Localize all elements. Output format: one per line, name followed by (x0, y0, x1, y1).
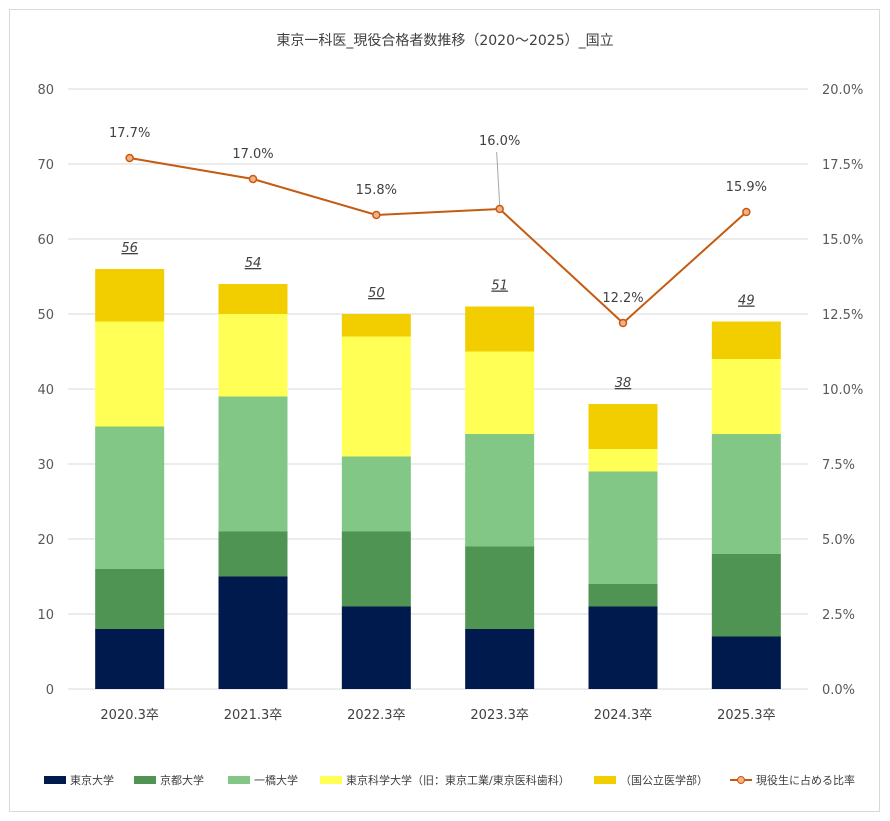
bar-segment (341, 336, 411, 457)
bar-segment (218, 396, 288, 532)
x-tick-label: 2024.3卒 (594, 708, 653, 723)
y-right-tick-label: 0.0% (822, 683, 855, 698)
y-left-tick-label: 40 (37, 383, 54, 398)
bar-segment (95, 321, 165, 427)
legend-line-marker (730, 775, 752, 785)
legend-swatch (594, 776, 616, 784)
bar-segment (341, 314, 411, 337)
y-right-tick-label: 12.5% (822, 308, 863, 323)
legend-swatch (320, 776, 342, 784)
legend: 東京大学 京都大学 一橋大学 東京科学大学（旧：東京工業/東京医科歯科） （国公立医学部… (0, 770, 890, 790)
ratio-data-label: 15.9% (726, 180, 767, 195)
bar-segment (588, 449, 658, 472)
bar-segment (465, 434, 535, 547)
bar-total-label: 51 (491, 279, 508, 294)
y-left-tick-label: 70 (37, 158, 54, 173)
y-right-tick-label: 5.0% (822, 533, 855, 548)
bar-segment (218, 531, 288, 577)
y-left-tick-label: 30 (37, 458, 54, 473)
legend-label: 東京大学 (70, 774, 114, 787)
legend-item: 東京科学大学（旧：東京工業/東京医科歯科） (320, 770, 570, 790)
y-right-tick-label: 17.5% (822, 158, 863, 173)
y-left-tick-label: 50 (37, 308, 54, 323)
legend-item: 一橋大学 (228, 770, 298, 790)
ratio-data-label: 16.0% (479, 134, 520, 149)
ratio-marker (125, 153, 134, 163)
ratio-data-label: 17.7% (109, 126, 150, 141)
bar-segment (95, 569, 165, 629)
bar-segment (95, 629, 165, 689)
legend-item: （国公立医学部） (594, 770, 708, 790)
legend-item: 京都大学 (134, 770, 204, 790)
legend-label: 京都大学 (160, 774, 204, 787)
bar-segment (465, 546, 535, 629)
ratio-marker (248, 174, 258, 184)
ratio-line (129, 157, 748, 325)
bar-segment (218, 314, 288, 397)
bar-segment (711, 359, 781, 434)
x-tick-label: 2023.3卒 (470, 708, 529, 723)
bar-segment (341, 606, 411, 689)
bar-segment (95, 426, 165, 569)
bar-segment (711, 554, 781, 637)
bar-segment (588, 606, 658, 689)
y-right-tick-label: 7.5% (822, 458, 855, 473)
y-left-tick-label: 0 (46, 683, 54, 698)
label-leader-line (496, 151, 501, 206)
x-tick-label: 2022.3卒 (347, 708, 406, 723)
ratio-marker (742, 207, 751, 217)
bar-total-label: 50 (368, 286, 385, 301)
legend-swatch (134, 776, 156, 784)
bar-segment (218, 576, 288, 689)
legend-item: 現役生に占める比率 (730, 770, 855, 790)
bar-segment (341, 531, 411, 607)
ratio-marker (495, 204, 504, 214)
legend-swatch (44, 776, 66, 784)
ratio-marker (618, 318, 628, 328)
bar-segment (465, 629, 535, 689)
x-tick-label: 2020.3卒 (100, 708, 159, 723)
bar-total-label: 54 (245, 256, 262, 271)
y-right-tick-label: 15.0% (822, 233, 863, 248)
legend-swatch (228, 776, 250, 784)
x-tick-label: 2021.3卒 (224, 708, 283, 723)
legend-label: （国公立医学部） (620, 774, 708, 787)
bar-total-label: 38 (615, 376, 632, 391)
bar-segment (95, 269, 165, 322)
legend-label: 現役生に占める比率 (756, 774, 855, 787)
bar-segment (341, 456, 411, 532)
ratio-data-label: 12.2% (602, 291, 643, 306)
bar-segment (711, 636, 781, 689)
chart-title: 東京一科医_現役合格者数推移（2020～2025）_国立 (276, 33, 614, 49)
legend-item: 東京大学 (44, 770, 114, 790)
ratio-data-label: 17.0% (232, 147, 273, 162)
bar-segment (711, 321, 781, 359)
bar-segment (588, 471, 658, 584)
bar-segment (711, 434, 781, 554)
bar-segment (465, 306, 535, 352)
y-right-tick-label: 10.0% (822, 383, 863, 398)
bar-segment (588, 404, 658, 449)
bar-segment (588, 584, 658, 607)
ratio-data-label: 15.8% (356, 183, 397, 198)
y-left-tick-label: 60 (37, 233, 54, 248)
legend-label: 東京科学大学（旧：東京工業/東京医科歯科） (346, 774, 570, 787)
y-left-tick-label: 80 (37, 83, 54, 98)
legend-label: 一橋大学 (254, 774, 298, 787)
bar-total-label: 49 (738, 294, 755, 309)
bar-segment (465, 351, 535, 434)
ratio-marker (372, 210, 381, 220)
y-left-tick-label: 10 (37, 608, 54, 623)
bar-total-label: 56 (121, 241, 138, 256)
x-tick-label: 2025.3卒 (717, 708, 776, 723)
bar-segment (218, 284, 288, 314)
y-right-tick-label: 2.5% (822, 608, 855, 623)
y-left-tick-label: 20 (37, 533, 54, 548)
y-right-tick-label: 20.0% (822, 83, 863, 98)
